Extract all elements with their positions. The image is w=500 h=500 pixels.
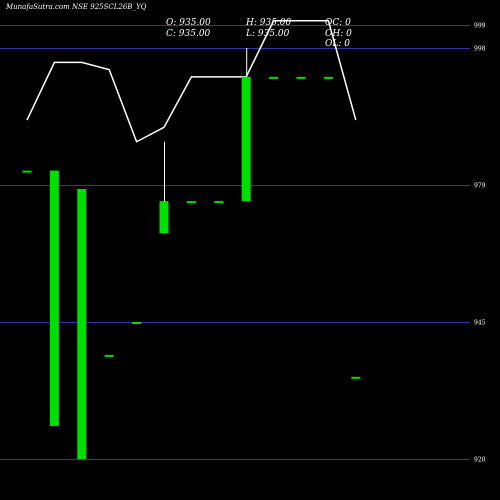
y-tick-label: 945 bbox=[474, 320, 486, 327]
candle-body bbox=[77, 189, 87, 459]
candle-body bbox=[49, 170, 59, 427]
close-readout: C: 935.00 bbox=[166, 29, 211, 39]
moving-average-layer bbox=[26, 20, 357, 143]
candle-body bbox=[296, 76, 306, 79]
candle-body bbox=[104, 354, 114, 357]
chart-title: MunafaSutra.com NSE 925SCL26B_YQ bbox=[5, 3, 147, 11]
moving-average-line bbox=[26, 20, 357, 143]
candle-body bbox=[241, 76, 251, 202]
oc-readout: OC: 0 bbox=[325, 18, 351, 28]
candle-body bbox=[323, 76, 333, 79]
high-readout: H: 935.00 bbox=[245, 18, 292, 28]
low-readout: L: 935.00 bbox=[245, 29, 290, 39]
y-tick-label: 998 bbox=[474, 46, 486, 53]
candle-body bbox=[186, 201, 196, 204]
oh-readout: OH: 0 bbox=[325, 29, 352, 39]
open-readout: O: 935.00 bbox=[166, 18, 211, 28]
y-tick-label: 920 bbox=[474, 457, 486, 464]
candle-body bbox=[351, 376, 361, 379]
y-axis-ticks: 999 998 979 945 920 bbox=[474, 23, 486, 464]
candle-body bbox=[269, 76, 279, 79]
candle-body bbox=[159, 201, 169, 234]
candle-body bbox=[132, 322, 142, 324]
ol-readout: OL: 0 bbox=[325, 39, 350, 49]
candle-body bbox=[214, 201, 224, 204]
grid-lines bbox=[0, 25, 470, 460]
y-tick-label: 979 bbox=[474, 183, 486, 190]
candle-body bbox=[22, 170, 32, 173]
y-tick-label: 999 bbox=[474, 23, 486, 30]
candles-layer bbox=[22, 48, 361, 459]
